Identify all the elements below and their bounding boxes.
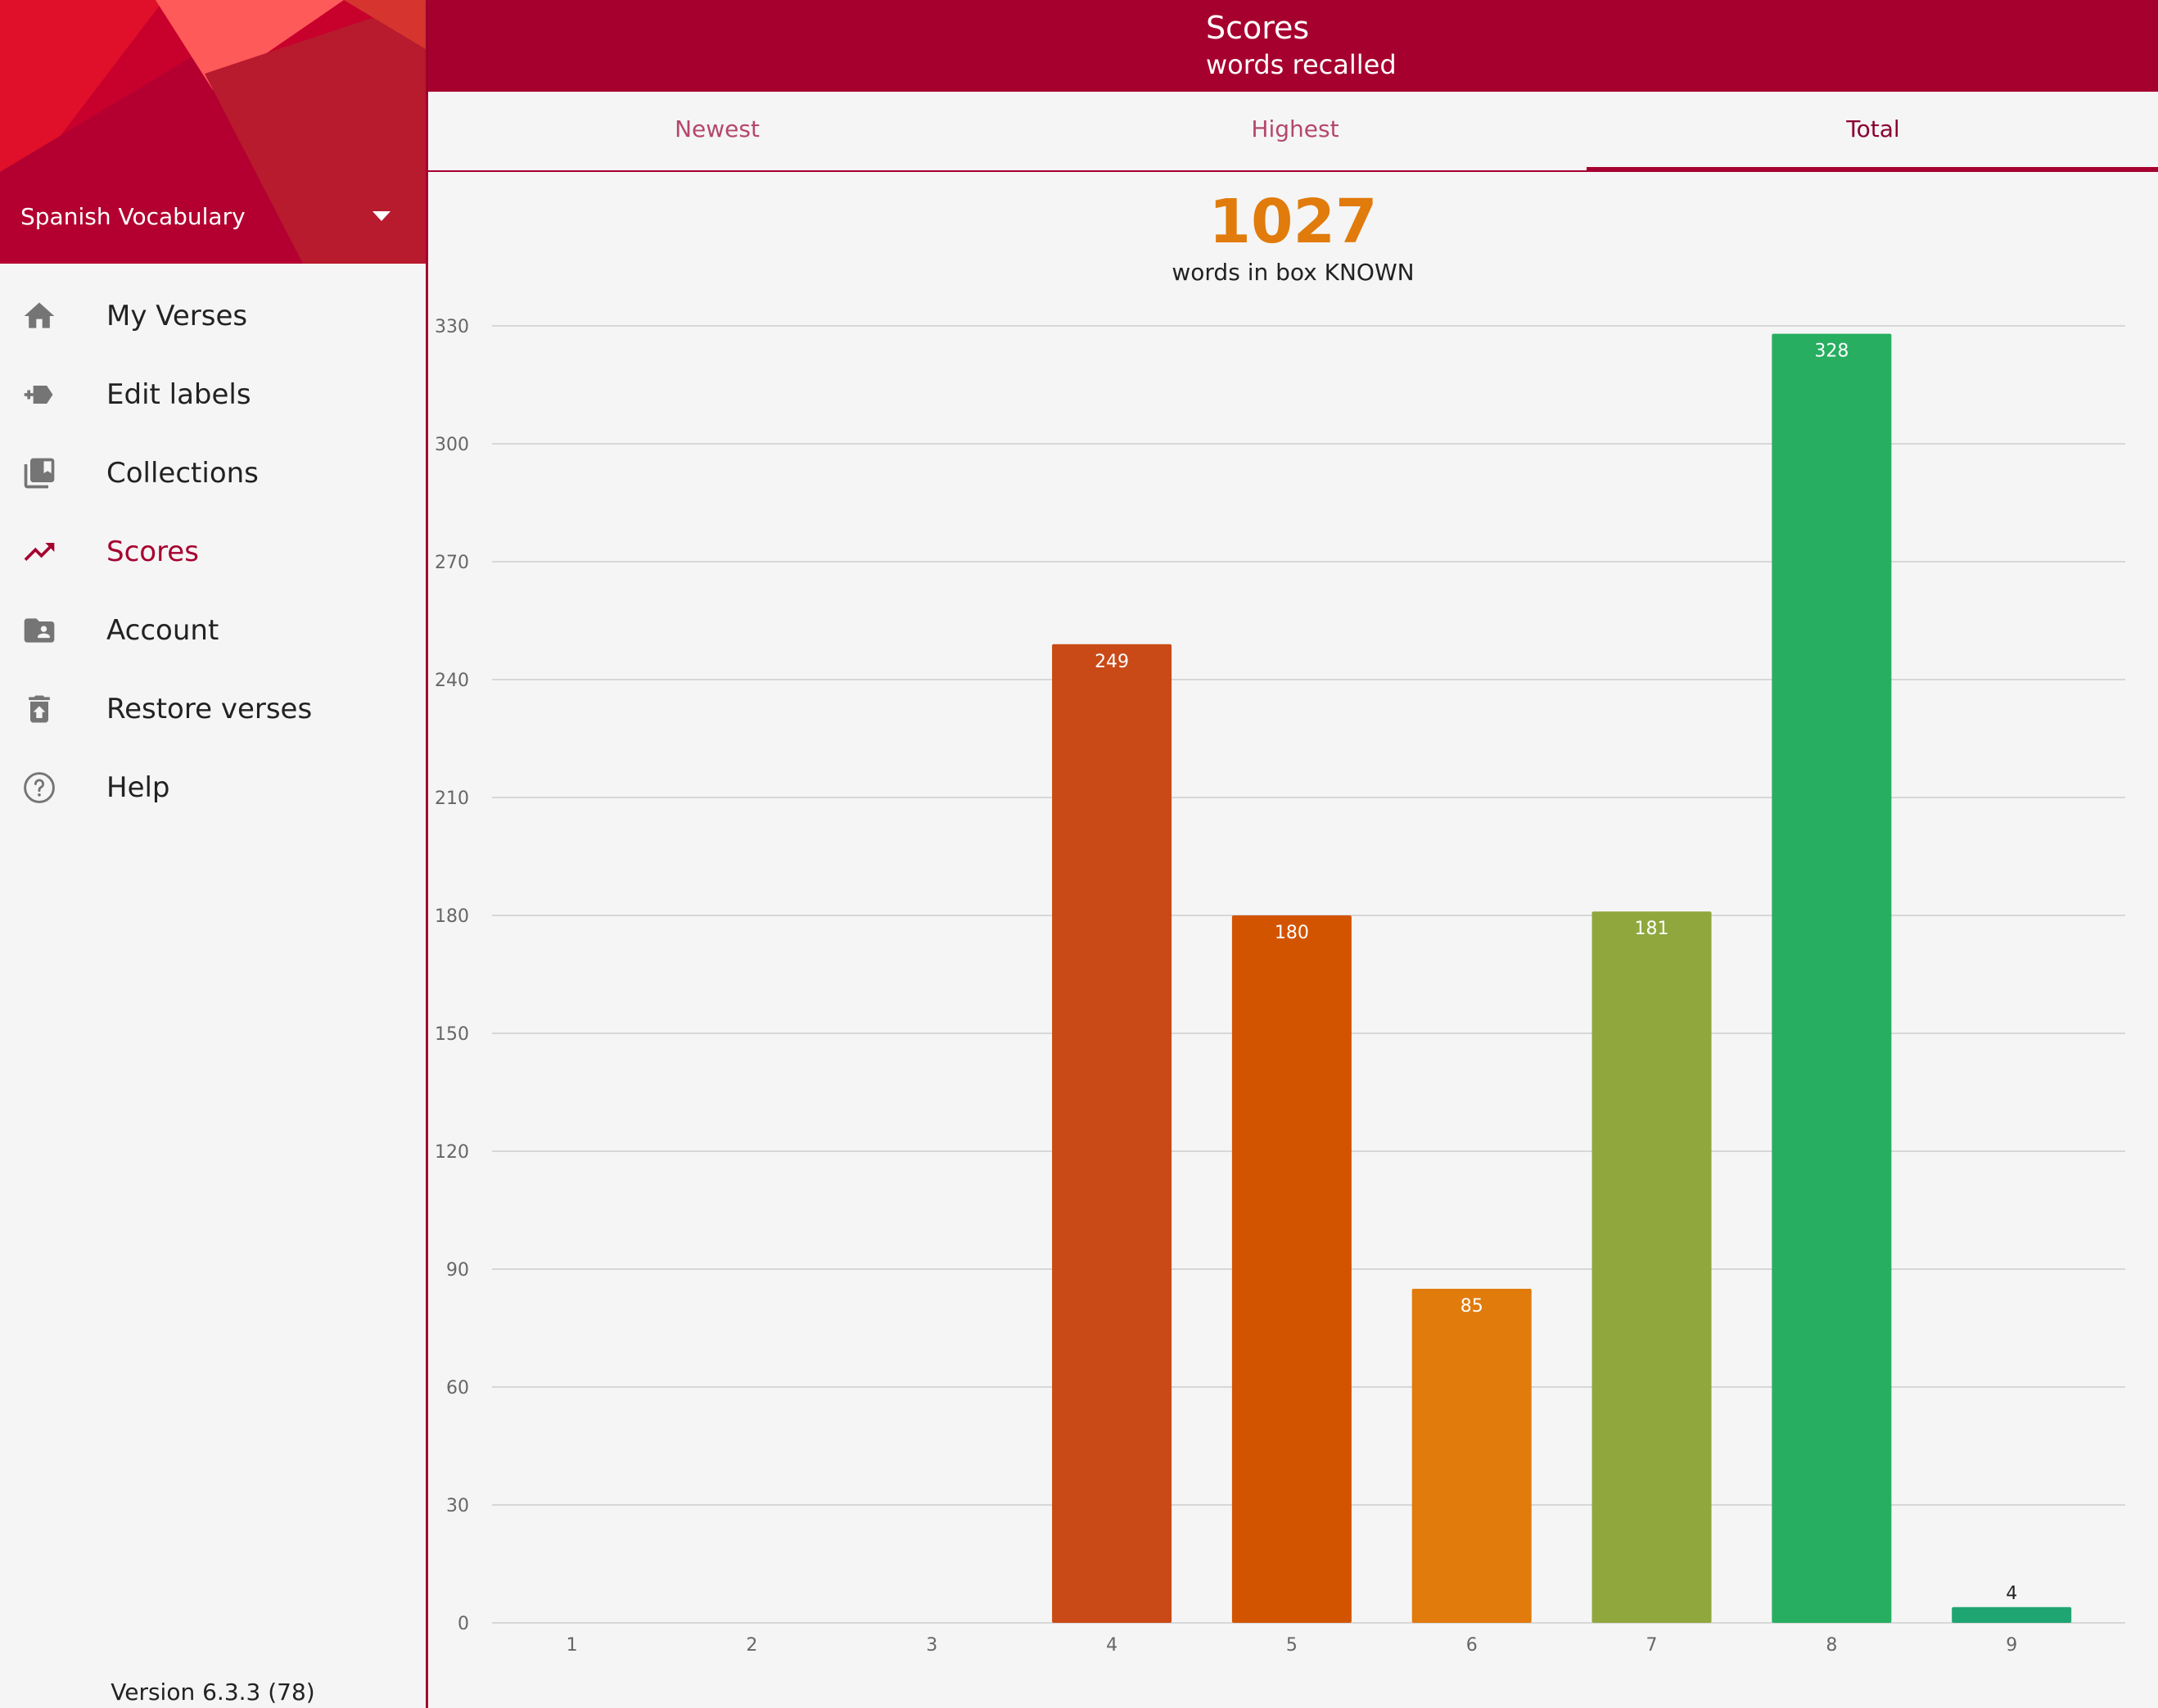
x-tick-label: 5 [1286,1635,1298,1654]
collections-bookmark-icon [24,458,55,489]
sidebar-item-label: Scores [106,535,199,568]
x-tick-label: 4 [1106,1635,1117,1654]
account-name: Spanish Vocabulary [20,203,246,230]
x-tick-label: 9 [2006,1635,2017,1654]
bar-value-label: 181 [1635,919,1669,939]
x-tick-label: 3 [926,1635,937,1654]
bar-value-label: 85 [1460,1296,1483,1317]
y-tick-label: 150 [435,1024,469,1045]
y-tick-label: 60 [446,1378,469,1398]
sidebar-item-label: Account [106,614,219,647]
sidebar-item-help[interactable]: Help [0,748,426,827]
x-tick-label: 8 [1826,1635,1837,1654]
y-tick-label: 180 [435,906,469,927]
label-add-icon [24,386,53,404]
sidebar-item-label: Collections [106,457,259,490]
sidebar-item-label: Help [106,771,170,804]
score-tabs: Newest Highest Total [428,92,2158,172]
chevron-down-icon[interactable] [372,211,391,221]
active-tab-indicator [1587,167,2158,172]
y-tick-label: 210 [435,788,469,809]
bar [1231,915,1352,1623]
bar [1772,333,1892,1624]
sidebar-item-collections[interactable]: Collections [0,434,426,513]
x-tick-label: 2 [746,1635,757,1654]
sidebar-item-label: Restore verses [106,693,313,725]
tab-total[interactable]: Total [1846,115,1900,142]
y-tick-label: 270 [435,553,469,573]
y-tick-label: 300 [435,435,469,455]
scores-bar-chart: 0 30 60 90 120 150 180 210 240 270 300 330 1 2 3 249 4 18… [435,317,2125,1654]
y-tick-label: 0 [458,1614,469,1634]
account-folder-icon [24,618,55,643]
header-background [0,0,426,264]
x-tick-label: 1 [567,1635,578,1654]
sidebar-item-edit-labels[interactable]: Edit labels [0,355,426,434]
bar [1411,1289,1532,1623]
home-icon [24,302,55,328]
sidebar-item-account[interactable]: Account [0,591,426,670]
y-tick-label: 90 [446,1260,469,1281]
bar-value-label: 180 [1275,923,1309,943]
page-subtitle: words recalled [1206,49,1397,80]
total-known-count: 1027 [1208,187,1378,257]
x-tick-label: 6 [1466,1635,1478,1654]
y-tick-label: 120 [435,1142,469,1163]
bar [1052,644,1172,1623]
total-known-caption: words in box KNOWN [1172,259,1415,286]
trending-up-icon [24,543,55,561]
sidebar-item-label: My Verses [106,300,248,332]
y-tick-label: 330 [435,317,469,337]
restore-from-trash-icon [29,695,50,723]
bar-value-label: 249 [1095,652,1129,672]
app-bar: Scores words recalled [428,0,2158,92]
y-tick-label: 240 [435,671,469,691]
sidebar-item-label: Edit labels [106,378,251,411]
version-label: Version 6.3.3 (78) [111,1679,315,1706]
x-tick-label: 7 [1646,1635,1658,1654]
sidebar-item-restore-verses[interactable]: Restore verses [0,670,426,748]
tab-highest[interactable]: Highest [1251,115,1339,142]
sidebar-item-my-verses[interactable]: My Verses [0,277,426,355]
navigation-drawer: Spanish Vocabulary My Verses Edit labels… [0,0,428,1708]
y-tick-label: 30 [446,1496,469,1516]
sidebar-item-scores[interactable]: Scores [0,513,426,591]
bar-value-label: 4 [2006,1584,2017,1604]
bar [1952,1606,2072,1623]
page-title: Scores [1206,10,1310,46]
drawer-header[interactable]: Spanish Vocabulary [0,0,426,264]
bar [1591,911,1712,1623]
help-circle-icon [24,772,55,803]
bar-value-label: 328 [1814,341,1849,362]
tab-newest[interactable]: Newest [675,115,760,142]
